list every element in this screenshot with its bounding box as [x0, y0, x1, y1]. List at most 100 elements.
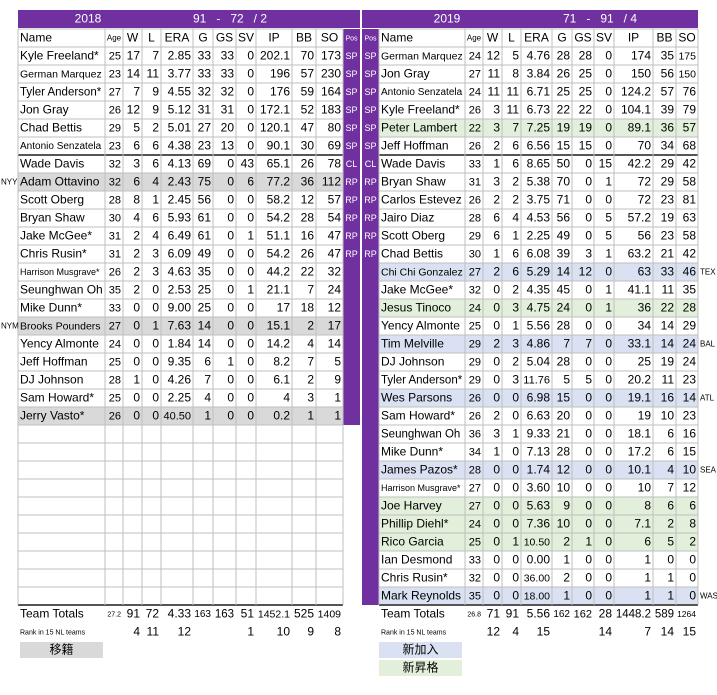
stat-cell: 12: [328, 301, 342, 315]
column-header: Name: [20, 31, 52, 45]
stat-cell: 27: [469, 500, 481, 512]
stat-cell: 0: [585, 175, 592, 189]
stat-cell: 0: [133, 337, 140, 351]
stat-cell: 10: [661, 409, 675, 423]
stat-cell: 63.2: [628, 247, 652, 261]
stat-cell: 24: [109, 338, 121, 350]
stat-cell: 33: [221, 67, 235, 81]
stat-cell: 7: [563, 337, 570, 351]
rank-cell: 14: [599, 625, 613, 639]
stat-cell: 26: [469, 140, 481, 152]
row-highlight: [379, 263, 698, 281]
stat-cell: 6.71: [527, 85, 551, 99]
stat-cell: 2: [512, 283, 519, 297]
stat-cell: 47: [301, 121, 315, 135]
stat-cell: 7: [512, 121, 519, 135]
stat-cell: 9.35: [168, 355, 192, 369]
stat-cell: 9: [152, 103, 159, 117]
stat-cell: 58.2: [267, 193, 291, 207]
stat-cell: 29: [469, 356, 481, 368]
stat-cell: 3.60: [527, 481, 551, 495]
stat-cell: 0: [152, 337, 159, 351]
stat-cell: 57: [683, 121, 697, 135]
stat-cell: 19: [638, 409, 652, 423]
stat-cell: 9.00: [168, 301, 192, 315]
stat-cell: 33: [198, 67, 212, 81]
stat-cell: 23: [198, 139, 212, 153]
stat-cell: 28: [557, 445, 571, 459]
player-name: Chad Bettis: [381, 247, 443, 261]
stat-cell: 6: [152, 211, 159, 225]
stat-cell: 7.25: [527, 121, 551, 135]
stat-cell: 68: [683, 139, 697, 153]
stat-cell: 0: [493, 283, 500, 297]
stat-cell: 25: [198, 283, 212, 297]
player-name: Jake McGee*: [381, 283, 453, 297]
total-cell: 51: [241, 607, 255, 621]
stat-cell: 0: [247, 193, 254, 207]
stat-cell: 0: [512, 499, 519, 513]
stat-cell: 34: [661, 139, 675, 153]
stat-cell: 17.2: [628, 445, 652, 459]
row-highlight: [379, 515, 698, 533]
stat-cell: 54: [328, 211, 342, 225]
row-highlight: [379, 587, 698, 605]
stat-cell: 2: [133, 283, 140, 297]
column-header: BB: [296, 31, 312, 45]
stat-cell: 6: [667, 499, 674, 513]
stat-cell: 51.1: [267, 229, 291, 243]
stat-cell: 0: [247, 49, 254, 63]
stat-cell: 69: [328, 139, 342, 153]
stat-cell: 0: [247, 103, 254, 117]
stat-cell: 6: [152, 139, 159, 153]
stat-cell: 2.85: [168, 49, 192, 63]
player-name: Scott Oberg: [20, 193, 84, 207]
stat-cell: 0: [493, 499, 500, 513]
stat-cell: 0.00: [527, 553, 551, 567]
stat-cell: 28: [469, 212, 481, 224]
stat-cell: 9.33: [527, 427, 551, 441]
stat-cell: 80: [328, 121, 342, 135]
stat-cell: 183: [321, 103, 341, 117]
stat-cell: 15: [557, 139, 571, 153]
stat-cell: 6: [644, 535, 651, 549]
stat-cell: 69: [198, 157, 212, 171]
stat-cell: 61: [198, 211, 212, 225]
stat-cell: 1: [605, 247, 612, 261]
stat-cell: 3: [512, 337, 519, 351]
stat-cell: 0: [605, 355, 612, 369]
player-name: Yency Almonte: [20, 337, 99, 351]
stat-cell: 6: [512, 139, 519, 153]
stat-cell: 4: [283, 391, 290, 405]
pos-label: SP: [364, 69, 376, 79]
stat-cell: 0: [493, 553, 500, 567]
rank-cell: 10: [277, 625, 291, 639]
stat-cell: 65.1: [267, 157, 291, 171]
stat-cell: 0: [493, 373, 500, 387]
stat-cell: 22: [661, 301, 675, 315]
stat-cell: 2: [307, 373, 314, 387]
team-note: NYM: [1, 322, 19, 331]
stat-cell: 8: [689, 517, 696, 531]
row-highlight: [379, 119, 698, 137]
stat-cell: 26: [109, 410, 121, 422]
stat-cell: 76: [683, 85, 697, 99]
stat-cell: 8: [512, 67, 519, 81]
stat-cell: 15: [599, 157, 613, 171]
stat-cell: 1: [334, 409, 341, 423]
stat-cell: 29: [109, 122, 121, 134]
pos-label: RP: [345, 213, 358, 223]
stat-cell: 4.63: [168, 265, 192, 279]
pos-label: SP: [345, 51, 357, 61]
stat-cell: 57: [328, 193, 342, 207]
rank-cell: Rank in 15 NL teams: [20, 629, 86, 636]
row-highlight: [379, 533, 698, 551]
total-cell: 525: [294, 607, 314, 621]
stat-cell: 6: [512, 157, 519, 171]
stat-cell: 0: [227, 265, 234, 279]
stat-cell: 26: [109, 104, 121, 116]
player-name: Brooks Pounders: [20, 320, 101, 332]
season-record: 71 - 91 / 4: [563, 12, 637, 26]
pos-label: CL: [346, 159, 358, 169]
stat-cell: 2: [152, 121, 159, 135]
